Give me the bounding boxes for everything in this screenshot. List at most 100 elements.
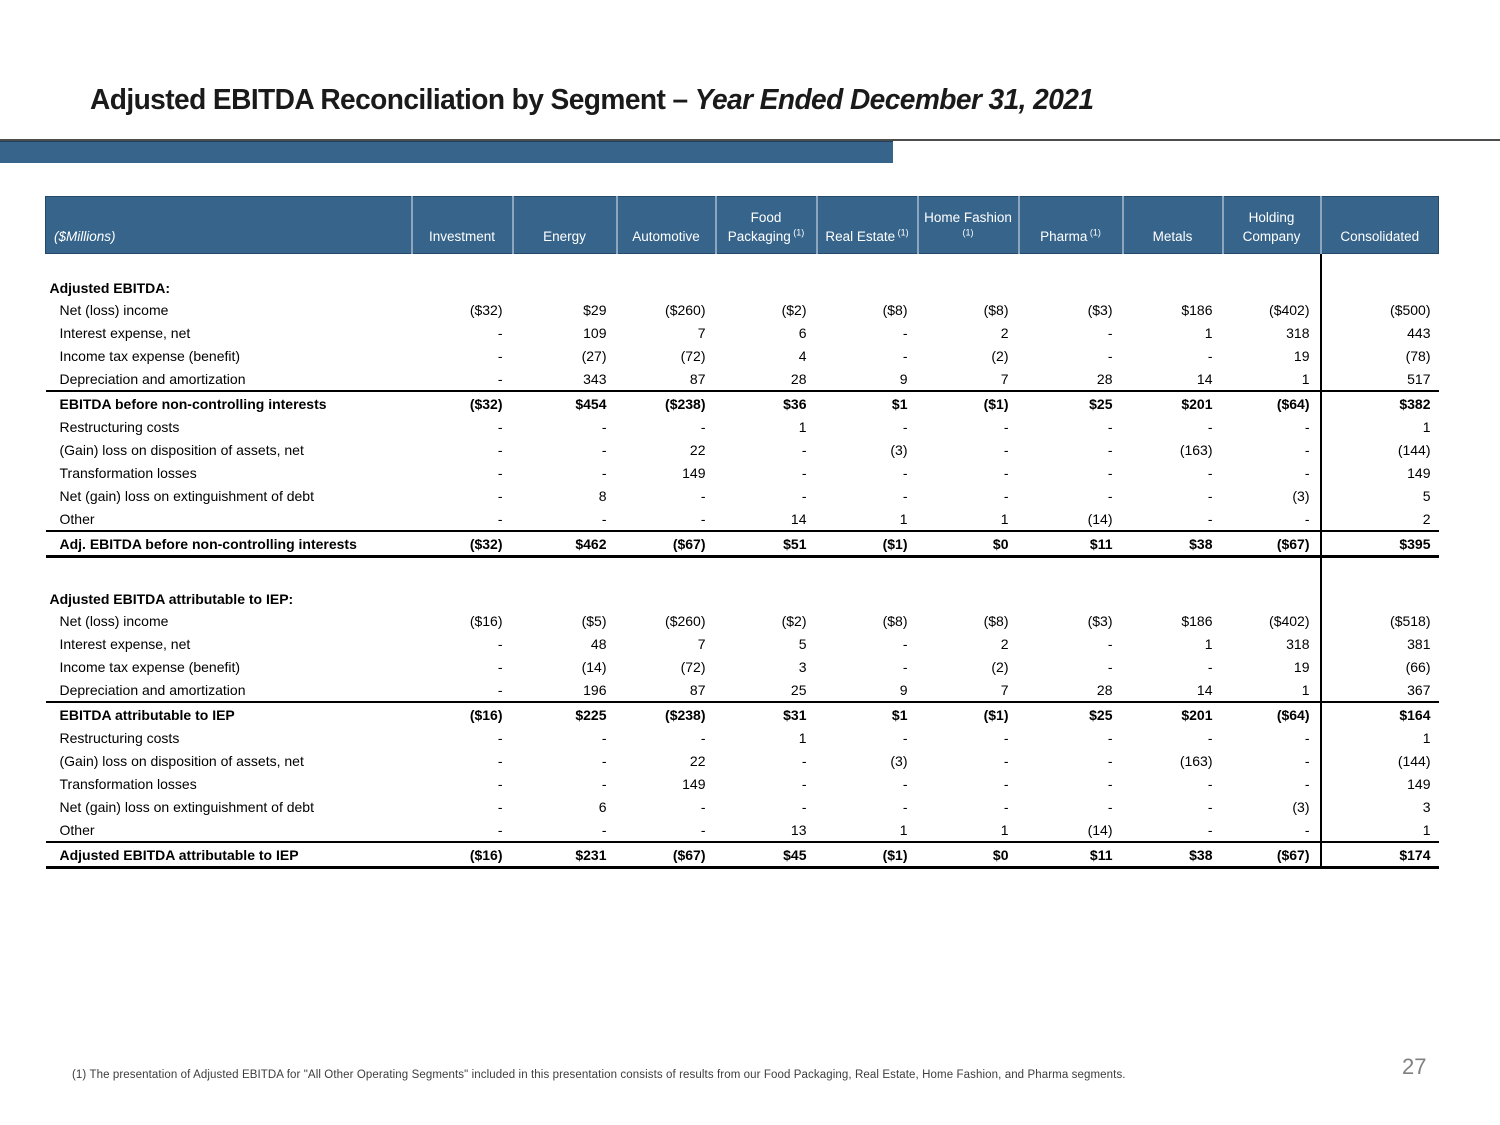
cell: 6 [598, 798, 607, 815]
table-row-spacer [46, 556, 1439, 582]
cell: $51 [715, 530, 817, 558]
cell: - [497, 510, 503, 527]
cell [817, 581, 918, 609]
cell: ($260) [665, 612, 706, 629]
table-row-data: Net (loss) income ($32) $29 ($260) ($2) ($8) (… [46, 298, 1439, 321]
cell: - [601, 441, 607, 458]
row-label: Other [59, 510, 95, 527]
cell: - [497, 681, 503, 698]
cell: - [1304, 418, 1310, 435]
cell: 1 [1319, 818, 1439, 842]
cell: 1 [1204, 324, 1213, 341]
cell: 1 [1319, 726, 1439, 749]
cell [1019, 581, 1123, 609]
cell [1019, 270, 1123, 298]
cell: - [1107, 347, 1113, 364]
cell: 14 [1196, 370, 1213, 387]
cell [918, 557, 1019, 582]
cell: ($3) [1087, 612, 1113, 629]
cell: (27) [581, 347, 607, 364]
cell: 109 [583, 324, 607, 341]
cell: 2 [1000, 324, 1009, 341]
cell: $38 [1122, 841, 1223, 869]
cell: - [601, 775, 607, 792]
cell: - [497, 370, 503, 387]
row-label: Adjusted EBITDA attributable to IEP [45, 841, 412, 869]
cell: ($2) [781, 612, 807, 629]
cell: - [1003, 487, 1009, 504]
cell: 8 [598, 487, 607, 504]
row-label: Interest expense, net [59, 324, 191, 341]
cell: $1 [816, 390, 918, 415]
cell: $201 [1122, 701, 1223, 726]
table-row-data: Other - - -14 1 1 (14) - -2 [46, 507, 1439, 531]
cell: - [902, 347, 908, 364]
page-title-main: Adjusted EBITDA Reconciliation by Segmen… [90, 84, 695, 116]
cell: $225 [512, 701, 617, 726]
cell: 19 [1293, 658, 1310, 675]
cell: - [1207, 464, 1213, 481]
cell: - [497, 798, 503, 815]
cell: - [700, 821, 706, 838]
cell: 6 [798, 324, 807, 341]
cell: $0 [917, 841, 1019, 869]
cell [817, 254, 918, 271]
cell: ($32) [411, 390, 513, 415]
ebitda-reconciliation-table: ($Millions) Investment Energy Automotive Foo… [45, 196, 1439, 869]
cell: 517 [1319, 367, 1439, 391]
cell: - [497, 418, 503, 435]
cell: $186 [1181, 301, 1213, 318]
cell: - [902, 487, 908, 504]
cell: $11 [1018, 841, 1123, 869]
cell: $231 [512, 841, 617, 869]
cell [513, 254, 617, 271]
table-row-data: Transformation losses - -149- - - - - -149 [46, 461, 1439, 484]
cell: ($64) [1222, 701, 1321, 726]
table-row-data: Income tax expense (benefit) - (14) (72) 3 - (… [46, 655, 1439, 678]
cell: - [1304, 464, 1310, 481]
cell: ($67) [616, 841, 716, 869]
row-label: Depreciation and amortization [59, 370, 246, 387]
cell: 87 [689, 370, 706, 387]
cell [716, 557, 817, 582]
cell [1019, 254, 1123, 271]
cell: - [1207, 798, 1213, 815]
cell: ($16) [411, 701, 513, 726]
cell [1319, 581, 1439, 609]
cell: 2 [1319, 507, 1439, 531]
cell: 7 [1000, 370, 1009, 387]
cell: - [1003, 441, 1009, 458]
page-title: Adjusted EBITDA Reconciliation by Segmen… [90, 84, 1094, 117]
table-row-data: Interest expense, net - 48 7 5 - 2 - 1 318 381 [46, 632, 1439, 655]
cell [1123, 557, 1223, 582]
cell: (14) [581, 658, 607, 675]
cell: 343 [583, 370, 607, 387]
cell: - [801, 487, 807, 504]
cell: ($402) [1269, 612, 1310, 629]
cell: $1 [816, 701, 918, 726]
cell [412, 254, 513, 271]
cell: 14 [1196, 681, 1213, 698]
cell [817, 270, 918, 298]
cell [1223, 581, 1321, 609]
cell: $0 [917, 530, 1019, 558]
cell: $382 [1319, 390, 1439, 415]
cell: $25 [1018, 390, 1123, 415]
column-header-metals: Metals [1121, 196, 1223, 254]
cell: 22 [689, 441, 706, 458]
cell: (163) [1179, 441, 1213, 458]
cell: 1 [798, 418, 807, 435]
cell: - [601, 464, 607, 481]
cell: 381 [1319, 632, 1439, 655]
row-label: Restructuring costs [59, 418, 180, 435]
cell: ($260) [665, 301, 706, 318]
cell: 149 [682, 775, 706, 792]
cell: ($500) [1319, 298, 1439, 321]
cell: 1 [899, 510, 908, 527]
column-header-home-fashion: Home Fashion (1) [916, 196, 1019, 254]
cell: ($8) [983, 612, 1009, 629]
cell: 1 [1000, 510, 1009, 527]
cell: (3) [890, 752, 908, 769]
column-header-holding-company: Holding Company [1221, 196, 1321, 254]
table-row-data: Depreciation and amortization - 196 87 25 9 7 2… [46, 678, 1439, 702]
